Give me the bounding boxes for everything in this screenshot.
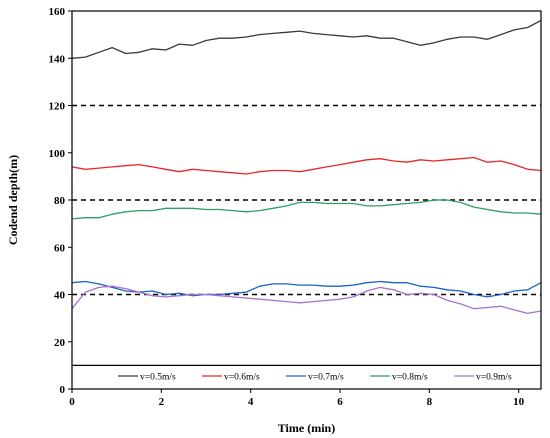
series-line-0: [71, 19, 542, 59]
x-tick-label: 8: [427, 396, 433, 408]
y-axis-title: Codend depth(m): [6, 155, 20, 245]
legend: v=0.5m/s v=0.6m/s v=0.7m/s v=0.8m/s v=0.9m/s: [118, 373, 512, 383]
y-tick-label: 40: [54, 290, 66, 302]
series-line-3: [71, 199, 542, 220]
x-tick-label: 4: [248, 396, 254, 408]
legend-label-1: v=0.6m/s: [224, 373, 260, 383]
y-tick-label: 100: [49, 148, 66, 160]
x-tick-label: 6: [337, 396, 343, 408]
series-lines: [71, 19, 542, 315]
y-tick-label: 80: [54, 195, 66, 207]
x-tick-label: 0: [69, 396, 75, 408]
axes: 0 20 40 60 80 100 120 140 160 0 2 4 6 8 10: [49, 6, 542, 408]
legend-label-4: v=0.9m/s: [476, 373, 512, 383]
reference-lines: [72, 104, 541, 296]
series-line-1: [71, 156, 542, 175]
y-tick-label: 160: [49, 6, 66, 18]
x-tick-label: 10: [513, 396, 525, 408]
y-tick-label: 60: [54, 242, 66, 254]
y-tick-label: 20: [54, 337, 66, 349]
legend-label-3: v=0.8m/s: [392, 373, 428, 383]
legend-label-0: v=0.5m/s: [140, 373, 176, 383]
x-tick-label: 2: [159, 396, 165, 408]
y-tick-label: 120: [49, 101, 66, 113]
y-tick-label: 140: [49, 53, 66, 65]
y-tick-label: 0: [60, 384, 66, 396]
x-axis-title: Time (min): [278, 421, 335, 435]
series-line-4: [71, 285, 542, 315]
series-line-2: [71, 280, 542, 298]
legend-label-2: v=0.7m/s: [308, 373, 344, 383]
